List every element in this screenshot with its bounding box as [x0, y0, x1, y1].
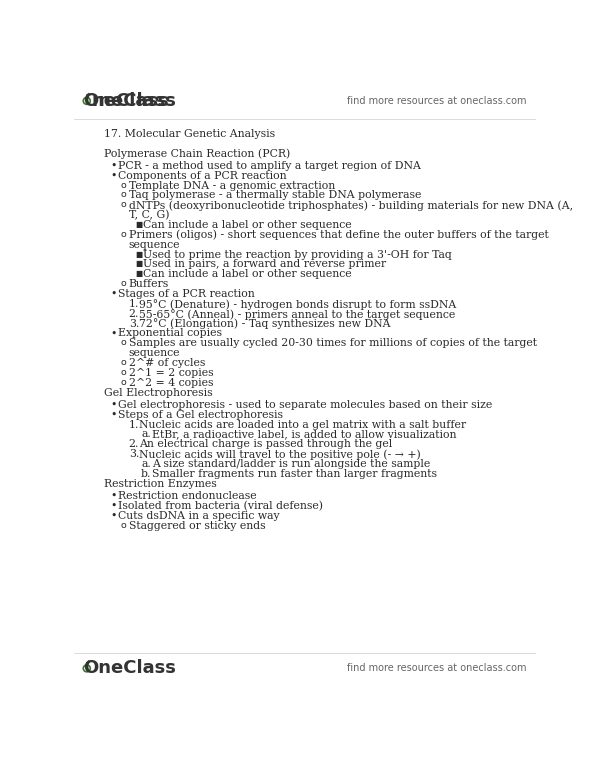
Text: sequence: sequence — [129, 239, 180, 249]
Text: o: o — [121, 280, 127, 288]
Text: o: o — [121, 230, 127, 239]
Text: EtBr, a radioactive label, is added to allow visualization: EtBr, a radioactive label, is added to a… — [152, 430, 456, 440]
Text: 95°C (Denature) - hydrogen bonds disrupt to form ssDNA: 95°C (Denature) - hydrogen bonds disrupt… — [139, 299, 457, 310]
Text: Steps of a Gel electrophoresis: Steps of a Gel electrophoresis — [118, 410, 283, 420]
Text: Staggered or sticky ends: Staggered or sticky ends — [129, 521, 265, 531]
Text: Smaller fragments run faster than larger fragments: Smaller fragments run faster than larger… — [152, 469, 437, 479]
Text: Restriction Enzymes: Restriction Enzymes — [104, 479, 217, 489]
Text: Cuts dsDNA in a specific way: Cuts dsDNA in a specific way — [118, 511, 280, 521]
Text: a.: a. — [141, 430, 151, 440]
Text: OneClass: OneClass — [83, 659, 176, 678]
Text: 3.: 3. — [129, 319, 139, 329]
Text: •: • — [110, 491, 117, 501]
Text: o: o — [121, 338, 127, 347]
Text: ■: ■ — [135, 220, 142, 229]
Text: Components of a PCR reaction: Components of a PCR reaction — [118, 171, 286, 181]
Text: PCR - a method used to amplify a target region of DNA: PCR - a method used to amplify a target … — [118, 161, 421, 171]
Text: 2.: 2. — [129, 440, 139, 450]
Text: •: • — [110, 400, 117, 410]
Text: o: o — [121, 368, 127, 377]
Text: Restriction endonuclease: Restriction endonuclease — [118, 491, 256, 501]
Text: find more resources at oneclass.com: find more resources at oneclass.com — [347, 664, 526, 673]
Text: Gel Electrophoresis: Gel Electrophoresis — [104, 387, 212, 397]
Text: •: • — [110, 410, 117, 420]
Text: •: • — [110, 329, 117, 339]
Text: 1.: 1. — [129, 420, 139, 430]
Text: Primers (oligos) - short sequences that define the outer buffers of the target: Primers (oligos) - short sequences that … — [129, 230, 549, 240]
Text: Samples are usually cycled 20-30 times for millions of copies of the target: Samples are usually cycled 20-30 times f… — [129, 338, 537, 348]
Text: o: o — [121, 181, 127, 189]
Text: a.: a. — [141, 459, 151, 469]
Text: 55-65°C (Anneal) - primers anneal to the target sequence: 55-65°C (Anneal) - primers anneal to the… — [139, 309, 456, 320]
Text: o: o — [121, 521, 127, 530]
Text: T, C, G): T, C, G) — [129, 210, 169, 220]
Text: 2^2 = 4 copies: 2^2 = 4 copies — [129, 378, 213, 388]
Text: ■: ■ — [135, 259, 142, 269]
Text: find more resources at oneclass.com: find more resources at oneclass.com — [347, 96, 526, 105]
Text: Stages of a PCR reaction: Stages of a PCR reaction — [118, 289, 255, 299]
Text: Gel electrophoresis - used to separate molecules based on their size: Gel electrophoresis - used to separate m… — [118, 400, 492, 410]
Text: 1.: 1. — [129, 299, 139, 309]
Text: neClass: neClass — [92, 92, 169, 110]
Text: OneClass: OneClass — [83, 92, 176, 110]
Text: Used to prime the reaction by providing a 3'-OH for Taq: Used to prime the reaction by providing … — [143, 249, 452, 259]
Text: dNTPs (deoxyribonucleotide triphosphates) - building materials for new DNA (A,: dNTPs (deoxyribonucleotide triphosphates… — [129, 200, 573, 211]
Text: •: • — [110, 289, 117, 299]
Text: •: • — [110, 161, 117, 171]
Text: O: O — [92, 92, 107, 110]
Text: Nucleic acids will travel to the positive pole (- → +): Nucleic acids will travel to the positiv… — [139, 449, 421, 460]
Text: ■: ■ — [135, 249, 142, 259]
Text: Taq polymerase - a thermally stable DNA polymerase: Taq polymerase - a thermally stable DNA … — [129, 190, 421, 200]
Text: •: • — [110, 171, 117, 181]
Text: Used in pairs, a forward and reverse primer: Used in pairs, a forward and reverse pri… — [143, 259, 386, 270]
Polygon shape — [87, 661, 89, 664]
Text: 2^# of cycles: 2^# of cycles — [129, 358, 205, 368]
Text: o: o — [121, 200, 127, 209]
Polygon shape — [87, 93, 89, 96]
Text: 2^1 = 2 copies: 2^1 = 2 copies — [129, 368, 213, 378]
Text: Isolated from bacteria (viral defense): Isolated from bacteria (viral defense) — [118, 501, 322, 511]
Text: Exponential copies: Exponential copies — [118, 329, 222, 339]
Text: An electrical charge is passed through the gel: An electrical charge is passed through t… — [139, 440, 393, 450]
Text: Can include a label or other sequence: Can include a label or other sequence — [143, 220, 351, 230]
Text: ■: ■ — [135, 270, 142, 278]
Text: Nucleic acids are loaded into a gel matrix with a salt buffer: Nucleic acids are loaded into a gel matr… — [139, 420, 466, 430]
Text: 72°C (Elongation) - Taq synthesizes new DNA: 72°C (Elongation) - Taq synthesizes new … — [139, 319, 391, 330]
Text: 2.: 2. — [129, 309, 139, 319]
Text: •: • — [110, 511, 117, 521]
Text: b.: b. — [141, 469, 151, 479]
Text: 17. Molecular Genetic Analysis: 17. Molecular Genetic Analysis — [104, 129, 275, 139]
Text: A size standard/ladder is run alongside the sample: A size standard/ladder is run alongside … — [152, 459, 430, 469]
Text: •: • — [110, 501, 117, 511]
Text: Template DNA - a genomic extraction: Template DNA - a genomic extraction — [129, 181, 335, 191]
Text: 3.: 3. — [129, 449, 139, 459]
Text: Buffers: Buffers — [129, 280, 169, 290]
Text: o: o — [121, 358, 127, 367]
Text: Can include a label or other sequence: Can include a label or other sequence — [143, 270, 351, 280]
Text: Polymerase Chain Reaction (PCR): Polymerase Chain Reaction (PCR) — [104, 149, 290, 159]
Text: o: o — [121, 190, 127, 199]
Text: sequence: sequence — [129, 348, 180, 358]
Text: o: o — [121, 378, 127, 387]
